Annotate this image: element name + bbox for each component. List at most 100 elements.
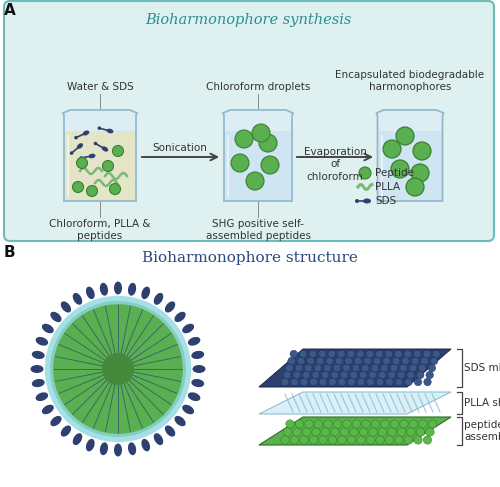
Polygon shape [63,110,137,201]
Circle shape [366,436,374,444]
Circle shape [328,436,336,444]
Circle shape [235,130,253,148]
Circle shape [357,436,365,444]
Circle shape [406,178,424,196]
Circle shape [360,428,368,436]
Circle shape [376,350,383,358]
Circle shape [371,364,378,372]
Circle shape [290,350,298,358]
Circle shape [310,378,318,386]
Circle shape [328,378,336,386]
Text: Sonication: Sonication [152,143,208,153]
Circle shape [350,371,358,379]
Circle shape [416,428,424,436]
Ellipse shape [36,393,48,401]
Circle shape [252,124,270,142]
Circle shape [333,364,340,372]
Circle shape [423,350,430,358]
Circle shape [300,378,308,386]
Circle shape [284,428,292,436]
Circle shape [80,156,83,160]
Ellipse shape [192,379,204,387]
Ellipse shape [363,199,371,204]
Circle shape [246,172,264,190]
Circle shape [390,420,398,428]
Circle shape [428,420,436,428]
Circle shape [50,301,186,437]
Circle shape [359,167,371,179]
Circle shape [362,420,370,428]
Ellipse shape [32,379,44,387]
Circle shape [394,350,402,358]
Text: Chloroform, PLLA &
peptides: Chloroform, PLLA & peptides [49,219,151,241]
Circle shape [369,428,377,436]
Circle shape [286,420,294,428]
Circle shape [386,436,394,444]
Circle shape [98,126,101,130]
Circle shape [72,182,84,192]
Circle shape [390,364,398,372]
Text: Chloroform droplets: Chloroform droplets [206,82,310,92]
Circle shape [350,428,358,436]
Text: SHG positive self-
assembled peptides: SHG positive self- assembled peptides [206,219,310,241]
Ellipse shape [192,351,204,359]
Circle shape [374,357,381,365]
Circle shape [334,420,342,428]
Circle shape [312,428,320,436]
Circle shape [355,199,359,203]
Circle shape [366,378,374,386]
Circle shape [300,350,307,358]
Circle shape [400,420,408,428]
Circle shape [418,364,426,372]
Circle shape [281,378,289,386]
Circle shape [231,154,249,172]
Text: Evaporation
of
chloroform: Evaporation of chloroform [304,147,366,182]
Circle shape [314,420,322,428]
Circle shape [322,428,330,436]
Circle shape [102,161,114,171]
Circle shape [348,378,356,386]
Circle shape [300,436,308,444]
Circle shape [378,371,386,379]
Text: SDS micelle: SDS micelle [464,363,500,373]
Circle shape [424,436,432,444]
Circle shape [404,350,411,358]
Circle shape [296,420,304,428]
Circle shape [402,357,409,365]
Ellipse shape [77,143,83,149]
Circle shape [345,357,352,365]
Text: Encapsulated biodegradable
harmonophores: Encapsulated biodegradable harmonophores [336,71,484,92]
Circle shape [302,371,310,379]
Ellipse shape [50,416,62,426]
Circle shape [352,364,360,372]
Ellipse shape [61,301,71,313]
Ellipse shape [182,324,194,333]
Circle shape [319,436,327,444]
Polygon shape [223,110,293,201]
Circle shape [331,371,338,379]
Circle shape [340,371,348,379]
Text: A: A [4,3,16,18]
FancyBboxPatch shape [4,1,494,241]
Circle shape [383,140,401,158]
Circle shape [354,357,362,365]
Ellipse shape [42,324,54,333]
Circle shape [74,136,78,139]
Circle shape [398,428,406,436]
Polygon shape [63,110,137,201]
Circle shape [312,371,320,379]
Circle shape [360,371,367,379]
Text: Bioharmonophore structure: Bioharmonophore structure [142,251,358,265]
Ellipse shape [106,129,114,133]
Ellipse shape [128,283,136,296]
Circle shape [411,164,429,182]
Circle shape [391,160,409,178]
Circle shape [324,364,331,372]
Circle shape [326,357,334,365]
Text: B: B [4,245,16,260]
Circle shape [396,127,414,145]
Circle shape [286,364,293,372]
Ellipse shape [100,442,108,455]
Circle shape [290,436,298,444]
Circle shape [288,357,296,365]
